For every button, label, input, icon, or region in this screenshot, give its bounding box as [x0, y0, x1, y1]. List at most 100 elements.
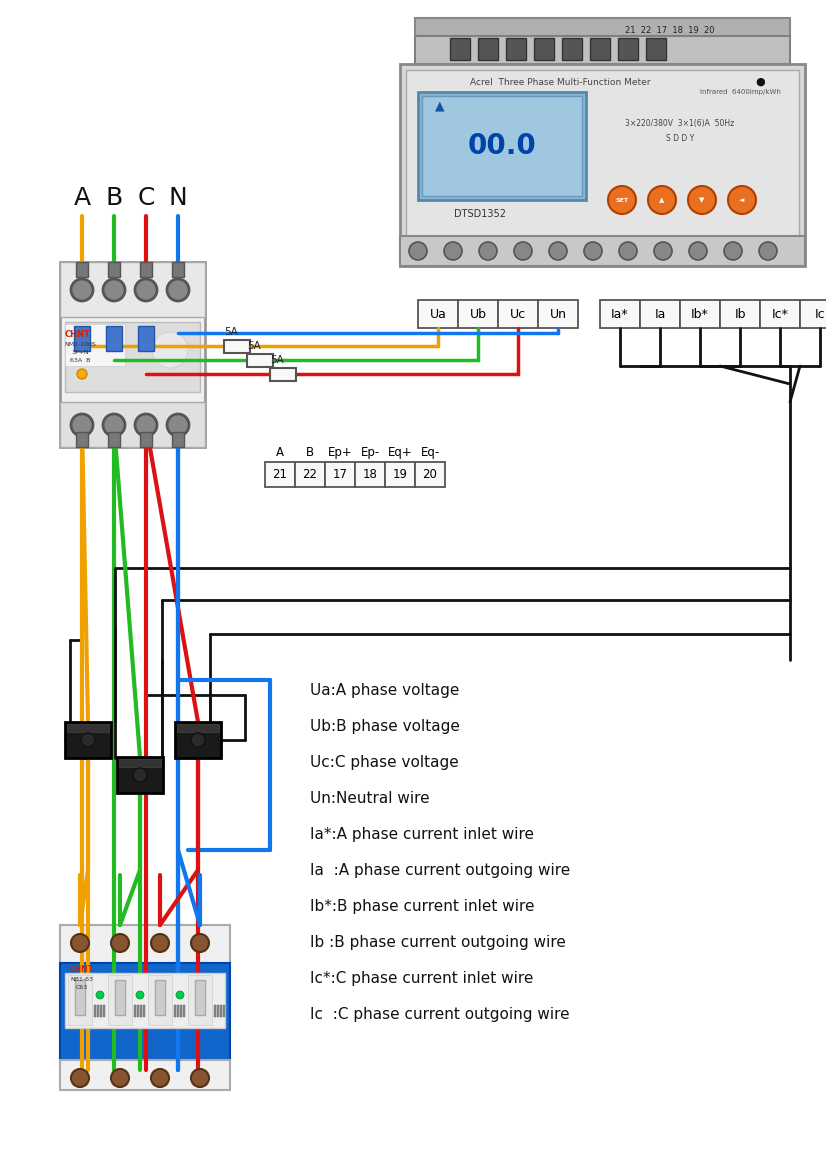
Bar: [646, 38, 666, 60]
Text: 00.0: 00.0: [468, 132, 536, 160]
Text: 22: 22: [302, 468, 317, 481]
Text: 21  22  17  18  19  20: 21 22 17 18 19 20: [625, 25, 714, 35]
Bar: [65, 323, 125, 366]
Text: A: A: [74, 186, 91, 209]
Text: NM1-100S: NM1-100S: [64, 342, 96, 346]
Bar: [270, 367, 296, 381]
Bar: [538, 300, 578, 328]
Text: C63: C63: [76, 984, 88, 990]
Bar: [400, 236, 805, 266]
Circle shape: [728, 186, 756, 214]
Bar: [140, 1005, 142, 1017]
Text: Ib*: Ib*: [691, 307, 709, 320]
Bar: [295, 462, 325, 487]
Bar: [108, 975, 132, 1026]
Bar: [60, 262, 205, 447]
Bar: [76, 262, 88, 277]
Circle shape: [167, 414, 189, 436]
Text: 5A: 5A: [270, 355, 284, 365]
Bar: [75, 980, 85, 1015]
Text: 17: 17: [333, 468, 348, 481]
Circle shape: [759, 242, 777, 260]
Circle shape: [152, 331, 188, 368]
Bar: [458, 300, 498, 328]
Circle shape: [648, 186, 676, 214]
Text: ▼: ▼: [700, 197, 705, 203]
Bar: [108, 432, 120, 447]
Text: 21: 21: [273, 468, 287, 481]
Circle shape: [176, 991, 184, 999]
Bar: [100, 1005, 102, 1017]
Bar: [172, 262, 184, 277]
Bar: [680, 300, 720, 328]
Circle shape: [514, 242, 532, 260]
Bar: [498, 300, 538, 328]
Text: Ic*: Ic*: [771, 307, 789, 320]
Text: 5A: 5A: [224, 327, 238, 336]
Bar: [415, 36, 790, 64]
Circle shape: [111, 1069, 129, 1087]
Text: NB1-63: NB1-63: [70, 976, 93, 982]
Circle shape: [191, 733, 205, 747]
Circle shape: [654, 242, 672, 260]
Circle shape: [689, 242, 707, 260]
Text: Ep+: Ep+: [328, 445, 353, 458]
Bar: [68, 975, 92, 1026]
Text: Ep-: Ep-: [360, 445, 380, 458]
Text: 3P+N: 3P+N: [71, 350, 89, 355]
Bar: [220, 1005, 222, 1017]
Text: 19: 19: [392, 468, 407, 481]
Bar: [155, 980, 165, 1015]
Circle shape: [136, 991, 144, 999]
Circle shape: [151, 933, 169, 952]
Bar: [265, 462, 295, 487]
Circle shape: [191, 933, 209, 952]
Circle shape: [71, 414, 93, 436]
Bar: [175, 722, 221, 759]
Bar: [115, 980, 125, 1015]
Text: 3×220/380V  3×1(6)A  50Hz: 3×220/380V 3×1(6)A 50Hz: [625, 119, 734, 128]
Bar: [148, 975, 172, 1026]
Bar: [137, 1005, 139, 1017]
Text: Ia: Ia: [654, 307, 666, 320]
Bar: [355, 462, 385, 487]
Text: Ic  :C phase current outgoing wire: Ic :C phase current outgoing wire: [310, 1006, 570, 1021]
Text: Un:Neutral wire: Un:Neutral wire: [310, 791, 430, 806]
Bar: [134, 1005, 136, 1017]
Text: ▲: ▲: [435, 99, 445, 113]
Bar: [618, 38, 638, 60]
Bar: [400, 64, 805, 266]
Bar: [406, 70, 799, 260]
Bar: [195, 980, 205, 1015]
Bar: [117, 757, 163, 793]
Bar: [74, 326, 90, 351]
Circle shape: [479, 242, 497, 260]
Text: Uc: Uc: [510, 307, 526, 320]
Circle shape: [724, 242, 742, 260]
Text: Ib :B phase current outgoing wire: Ib :B phase current outgoing wire: [310, 935, 566, 950]
Circle shape: [135, 414, 157, 436]
Bar: [760, 300, 800, 328]
Bar: [65, 722, 111, 759]
Circle shape: [549, 242, 567, 260]
Circle shape: [133, 768, 147, 782]
Bar: [106, 326, 122, 351]
Circle shape: [71, 1069, 89, 1087]
Circle shape: [96, 991, 104, 999]
Text: Ia*:A phase current inlet wire: Ia*:A phase current inlet wire: [310, 826, 534, 841]
Circle shape: [77, 369, 87, 379]
Bar: [180, 1005, 182, 1017]
Bar: [138, 326, 154, 351]
Bar: [534, 38, 554, 60]
Bar: [119, 759, 161, 767]
Text: Uc:C phase voltage: Uc:C phase voltage: [310, 755, 458, 770]
Bar: [590, 38, 610, 60]
Text: 18: 18: [363, 468, 377, 481]
Bar: [720, 300, 760, 328]
Bar: [325, 462, 355, 487]
Bar: [418, 92, 586, 200]
Text: B: B: [306, 445, 314, 458]
Bar: [600, 300, 640, 328]
Text: Ib*:B phase current inlet wire: Ib*:B phase current inlet wire: [310, 899, 534, 914]
Text: 20: 20: [423, 468, 438, 481]
